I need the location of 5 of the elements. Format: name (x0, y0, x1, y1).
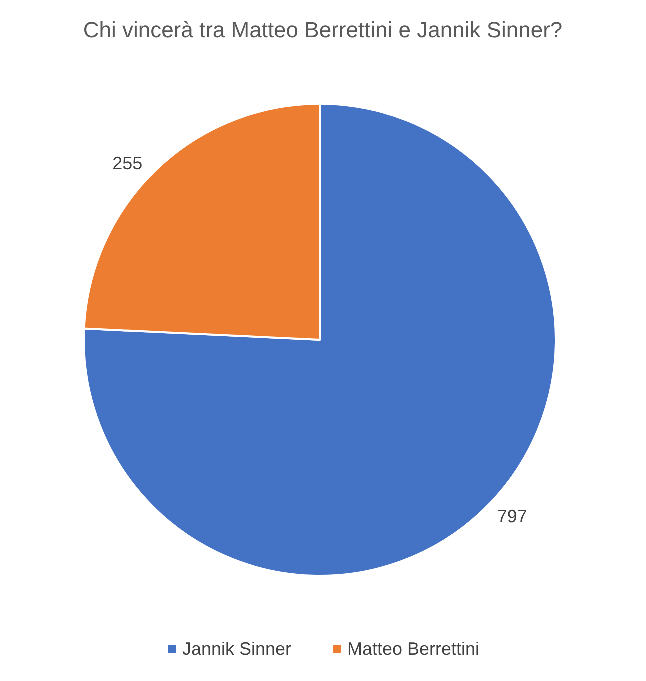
chart-title: Chi vincerà tra Matteo Berrettini e Jannik Sinner? (83, 18, 563, 42)
data-label: 255 (112, 153, 143, 174)
data-label: 797 (497, 506, 528, 527)
legend-label: Matteo Berrettini (348, 639, 480, 659)
legend-label: Jannik Sinner (182, 639, 292, 659)
